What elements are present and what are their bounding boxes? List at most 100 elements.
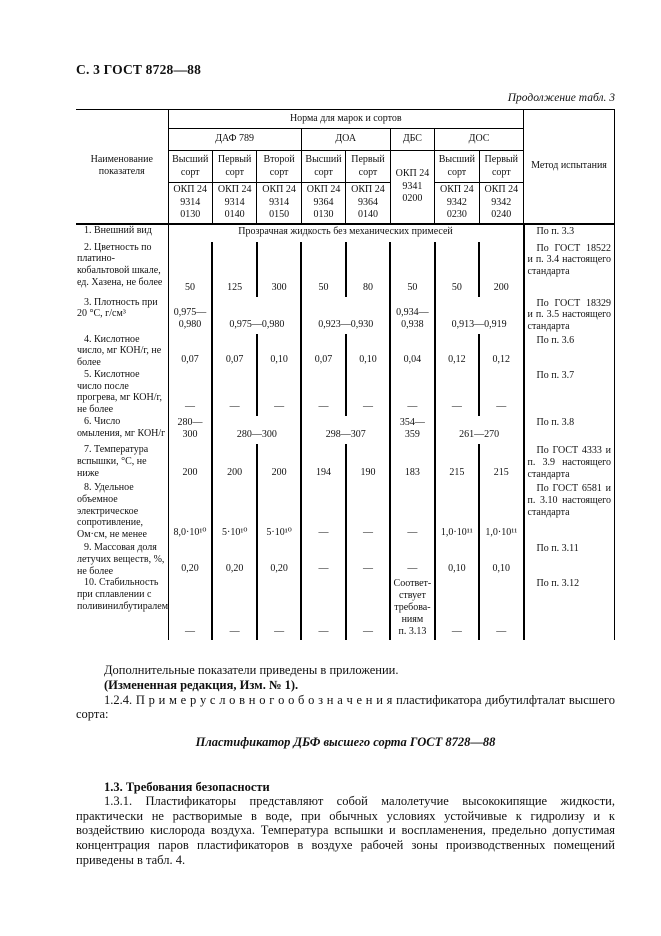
cell-value: 0,12 — [478, 333, 524, 369]
method-cell: По п. 3.6 — [522, 333, 615, 369]
cell-value: 80 — [344, 241, 391, 297]
col-header-name: Наименование показателя — [76, 109, 169, 225]
cell-value: — — [478, 368, 524, 417]
cell-value: 300 — [255, 241, 302, 297]
cell-value: 5·10¹⁰ — [255, 482, 302, 543]
cell-value: — — [255, 368, 302, 417]
row-label: 3. Плотность при 20 °С, г/см³ — [77, 296, 158, 320]
header-row-sorts: Высший сорт Первый сорт Второй сорт Высш… — [76, 150, 615, 225]
cell-value: 200 — [255, 444, 302, 483]
cell-value: 194 — [300, 444, 346, 483]
okp-code: ОКП 24 9364 0140 — [345, 182, 391, 225]
designation-example: Пластификатор ДБФ высшего сорта ГОСТ 872… — [195, 734, 496, 749]
sort-header: Первый сорт — [211, 150, 258, 183]
table-row: 3. Плотность при 20 °С, г/см³ 0,975— 0,9… — [76, 296, 615, 334]
page-header: С. 3 ГОСТ 8728—88 — [76, 62, 202, 77]
method-cell: По ГОСТ 6581 и п. 3.10 настоящего станда… — [522, 482, 615, 543]
cell-value: 0,923—0,930 — [300, 296, 391, 334]
cell-value: — — [344, 368, 391, 417]
cell-value: 0,10 — [478, 542, 524, 578]
cell-value: 0,913—0,919 — [433, 296, 524, 334]
cell-value: — — [167, 368, 213, 417]
cell-value: — — [433, 368, 480, 417]
col-header-norm: Норма для марок и сортов — [167, 109, 524, 129]
spacer — [76, 767, 615, 780]
specs-table: Наименование показателя Норма для марок … — [76, 109, 615, 641]
cell-value: — — [433, 577, 480, 641]
method-cell: По п. 3.12 — [522, 577, 615, 641]
method-cell: По п. 3.11 — [522, 542, 615, 578]
cell-value: 50 — [389, 241, 435, 297]
row-label: 6. Число омыления, мг КОН/г — [77, 416, 166, 439]
method-cell: По п. 3.3 — [522, 223, 615, 242]
cell-value: — — [389, 368, 435, 417]
cell-value: 0,20 — [167, 542, 213, 578]
cell-value: — — [478, 577, 524, 641]
brand-dbs: ДБС — [389, 128, 436, 151]
cell-value: — — [300, 542, 346, 578]
cell-value: 1,0·10¹¹ — [433, 482, 480, 543]
header-row-brands: ДАФ 789 ДОА ДБС ДОС — [76, 128, 615, 151]
brand-daf789: ДАФ 789 — [167, 128, 302, 151]
cell-value: 280— 300 — [167, 416, 213, 445]
sort-header: Первый сорт — [478, 150, 525, 183]
table-row: 4. Кислотное число, мг КОН/г, не более 0… — [76, 333, 615, 369]
header-row-okp: ОКП 24 9314 0130 ОКП 24 9314 0140 ОКП 24… — [76, 182, 615, 225]
cell-value: 0,20 — [211, 542, 257, 578]
method-cell: По ГОСТ 18329 и п. 3.5 настоящего станда… — [522, 296, 615, 334]
row-label: 10. Стабильность при сплавлении с поливи… — [77, 577, 169, 613]
row-label: 5. Кислотное число после прогрева, мг КО… — [77, 368, 162, 416]
cell-value: — — [389, 542, 435, 578]
sort-header: Высший сорт — [300, 150, 347, 183]
paragraph-1-2-4: 1.2.4. П р и м е р у с л о в н о г о о б… — [76, 692, 615, 722]
cell-value: 0,10 — [344, 333, 391, 369]
document-page: С. 3 ГОСТ 8728—88 Продолжение табл. 3 На… — [76, 62, 615, 867]
table-row: 9. Массовая доля летучих веществ, %, не … — [76, 542, 615, 578]
okp-code: ОКП 24 9342 0240 — [478, 182, 525, 225]
cell-value: — — [300, 368, 346, 417]
paragraph-additional: Дополнительные показатели приведены в пр… — [104, 663, 399, 678]
table-row: 5. Кислотное число после прогрева, мг КО… — [76, 368, 615, 417]
cell-value: 215 — [478, 444, 524, 483]
row-label: 1. Внешний вид — [84, 224, 152, 236]
cell-value: 0,07 — [300, 333, 346, 369]
okp-code: ОКП 24 9364 0130 — [300, 182, 347, 225]
cell-value: 125 — [211, 241, 257, 297]
method-cell: По п. 3.7 — [522, 368, 615, 417]
sort-header: Высший сорт — [167, 150, 213, 183]
header-row-norm: Наименование показателя Норма для марок … — [76, 109, 615, 225]
col-header-method: Метод испытания — [523, 109, 615, 225]
table-caption: Продолжение табл. 3 — [507, 92, 615, 104]
method-cell: По ГОСТ 18522 и п. 3.4 настоящего станда… — [522, 241, 615, 297]
cell-value: 0,975—0,980 — [211, 296, 302, 334]
table-row: 7. Температура вспышки, °С, не ниже 200 … — [76, 444, 615, 483]
cell-value: — — [300, 482, 346, 543]
table-row: 10. Стабильность при сплавлении с поливи… — [76, 577, 615, 641]
cell-value: — — [211, 368, 257, 417]
cell-value: 280—300 — [211, 416, 302, 445]
brand-doa: ДОА — [300, 128, 391, 151]
okp-code: ОКП 24 9314 0140 — [211, 182, 258, 225]
cell-value: — — [344, 482, 391, 543]
cell-value: 8,0·10¹⁰ — [167, 482, 213, 543]
cell-value: 200 — [167, 444, 213, 483]
table-row: 8. Удельное объемное электрическое сопро… — [76, 482, 615, 543]
sort-header: Второй сорт — [256, 150, 302, 183]
cell-value: 50 — [300, 241, 346, 297]
cell-value: 0,07 — [167, 333, 213, 369]
okp-code-dbs: ОКП 24 9341 0200 — [389, 150, 436, 225]
brand-dos: ДОС — [434, 128, 524, 151]
cell-value: 50 — [167, 241, 213, 297]
cell-value: 0,10 — [255, 333, 302, 369]
cell-value: Соответ- ствует требова- ниям п. 3.13 — [389, 577, 435, 641]
cell-value: 200 — [478, 241, 524, 297]
cell-value: 0,10 — [433, 542, 480, 578]
cell-value: 215 — [433, 444, 480, 483]
cell-value: — — [344, 577, 391, 641]
cell-value: 50 — [433, 241, 480, 297]
cell-value: Прозрачная жидкость без механических при… — [167, 223, 524, 242]
okp-code: ОКП 24 9342 0230 — [434, 182, 480, 225]
cell-value: 200 — [211, 444, 257, 483]
text-section: Дополнительные показатели приведены в пр… — [76, 663, 615, 867]
sort-header: Первый сорт — [345, 150, 391, 183]
